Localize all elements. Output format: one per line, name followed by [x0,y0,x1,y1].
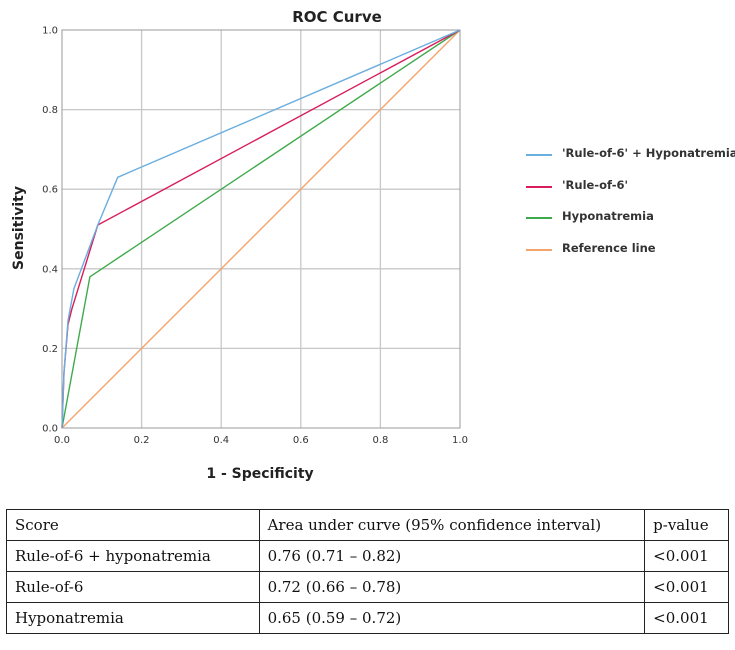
x-tick-label: 0.2 [134,435,150,446]
table-cell: Rule-of-6 + hyponatremia [6,540,260,572]
tick-labels: 0.0 0.2 0.4 0.6 0.8 1.0 0.0 0.2 0.4 0.6 0.8 1.0 [42,26,468,447]
table-cell: Rule-of-6 [6,571,260,603]
y-axis-label: Sensitivity [11,186,27,270]
y-tick-label: 0.0 [42,424,58,435]
legend-item: Reference line [520,241,735,273]
y-tick-label: 1.0 [42,26,58,37]
legend-label: 'Rule-of-6' + Hyponatremia [562,146,735,160]
table-row: Rule-of-6 + hyponatremia 0.76 (0.71 – 0.… [6,540,729,572]
table-header-row: Score Area under curve (95% confidence i… [6,509,729,541]
legend: 'Rule-of-6' + Hyponatremia 'Rule-of-6' H… [520,146,735,272]
legend-swatch [526,217,552,219]
table-cell: <0.001 [644,540,729,572]
legend-item: Hyponatremia [520,209,735,241]
table-row: Rule-of-6 0.72 (0.66 – 0.78) <0.001 [6,571,729,603]
x-tick-label: 0.4 [213,435,229,446]
grid [62,30,460,428]
roc-chart: ROC Curve Sensitivity 1 - Specificity 0.… [11,8,468,482]
x-tick-label: 0.6 [293,435,309,446]
table-cell: 0.76 (0.71 – 0.82) [258,540,646,572]
x-tick-label: 1.0 [452,435,468,446]
plot-area-border [61,29,461,429]
x-tick-label: 0.8 [372,435,388,446]
y-tick-label: 0.4 [42,264,58,275]
x-axis-label: 1 - Specificity [206,466,313,482]
legend-swatch [526,185,552,188]
series-line [61,29,461,429]
legend-item: 'Rule-of-6' [520,178,735,210]
plot-frame [61,29,461,429]
table-cell: Hyponatremia [6,602,260,634]
series-lines [61,29,461,429]
legend-label: 'Rule-of-6' [562,177,629,192]
legend-swatch [526,154,552,156]
table-header-cell: p-value [644,509,729,541]
legend-swatch [526,248,552,251]
series-line [61,29,461,429]
table-cell: 0.65 (0.59 – 0.72) [258,602,646,634]
legend-label: Reference line [562,240,656,255]
legend-label: Hyponatremia [562,209,654,223]
auc-table: Score Area under curve (95% confidence i… [6,509,729,634]
series-line [61,29,461,429]
y-tick-label: 0.2 [42,344,58,355]
x-tick-label: 0.0 [54,435,70,446]
y-tick-label: 0.6 [42,185,58,196]
y-tick-label: 0.8 [42,105,58,116]
chart-title: ROC Curve [292,8,382,26]
table-cell: <0.001 [644,571,729,603]
table-row: Hyponatremia 0.65 (0.59 – 0.72) <0.001 [6,602,729,634]
table-header-cell: Area under curve (95% confidence interva… [258,509,646,541]
legend-item: 'Rule-of-6' + Hyponatremia [520,146,735,178]
table-cell: <0.001 [644,602,729,634]
table-header-cell: Score [6,509,260,541]
table-cell: 0.72 (0.66 – 0.78) [258,571,646,603]
